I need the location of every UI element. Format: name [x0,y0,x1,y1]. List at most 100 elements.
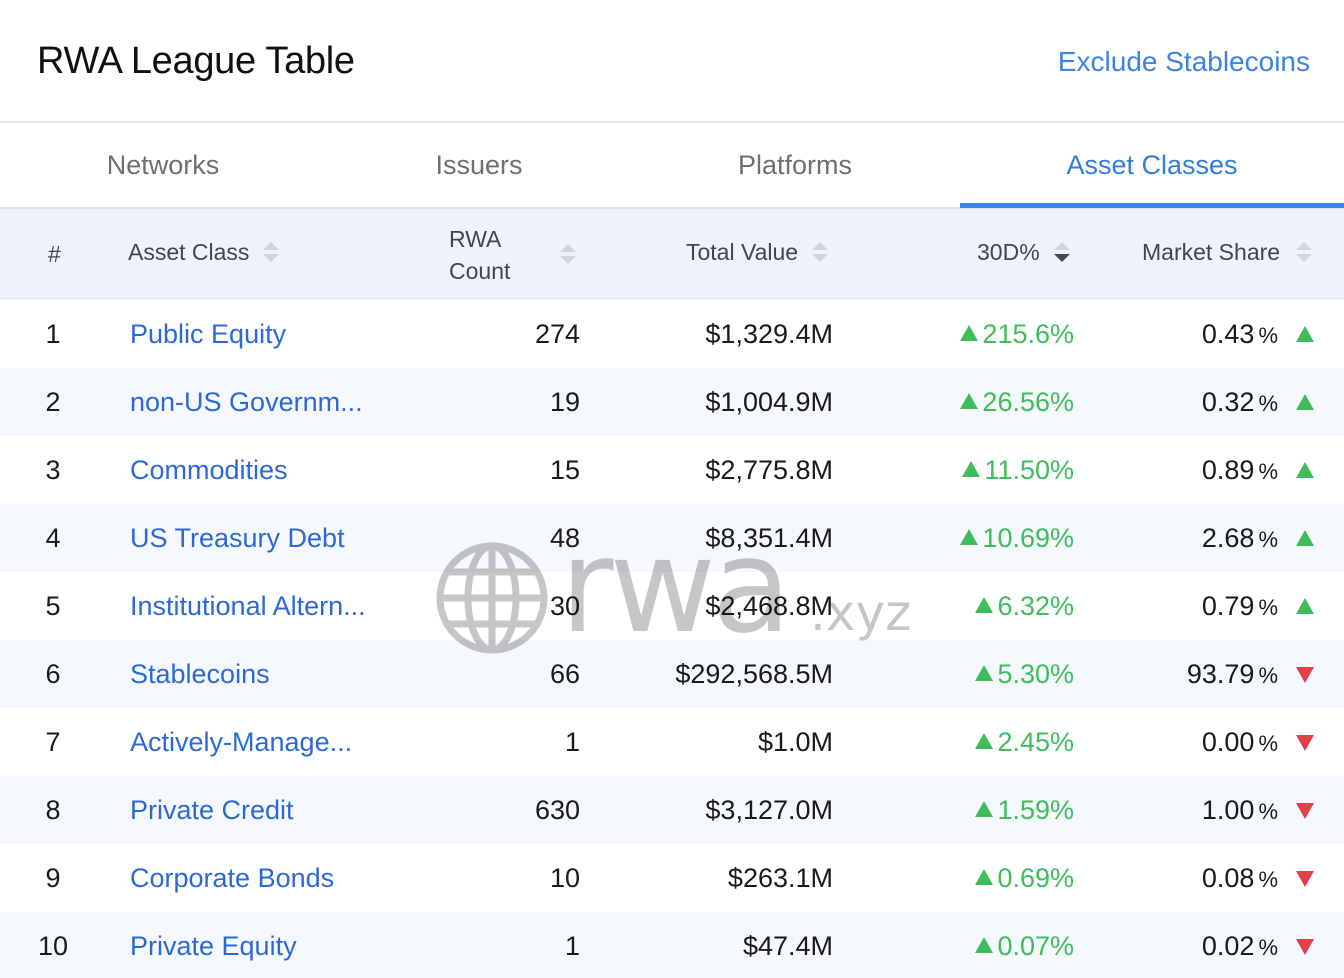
percent-sign: % [1258,391,1278,416]
rwa-count-cell: 1 [564,931,580,961]
market-share-value: 93.79 [1186,659,1255,689]
table-row[interactable]: 9 Corporate Bonds 10 $263.1M 0.69% 0.08% [0,844,1344,912]
tab-networks[interactable]: Networks [106,150,220,180]
share-trend-cell [1296,572,1316,640]
total-value-cell: $292,568.5M [675,659,833,689]
rwa-count-cell: 19 [549,387,580,417]
table-row[interactable]: 6 Stablecoins 66 $292,568.5M 5.30% 93.79% [0,640,1344,708]
market-share-cell: 2.68% [1090,504,1278,572]
market-share-value: 0.32 [1201,387,1255,417]
table-row[interactable]: 4 US Treasury Debt 48 $8,351.4M 10.69% 2.68% [0,504,1344,572]
market-share-value: 2.68 [1201,523,1255,553]
tab-platforms[interactable]: Platforms [737,150,853,180]
triangle-up-icon [975,665,994,681]
change-30d-cell: 215.6% [880,300,1074,368]
total-value-cell: $8,351.4M [705,523,833,553]
table-row[interactable]: 3 Commodities 15 $2,775.8M 11.50% 0.89% [0,436,1344,504]
asset-class-link[interactable]: US Treasury Debt [130,523,345,553]
percent-sign: % [1258,731,1278,756]
asset-class-link[interactable]: non-US Governm... [130,387,363,417]
total-value-cell: $3,127.0M [705,795,833,825]
asset-class-link[interactable]: Institutional Altern... [130,591,366,621]
market-share-cell: 0.43% [1090,300,1278,368]
table-row[interactable]: 5 Institutional Altern... 30 $2,468.8M 6.32%… [0,572,1344,640]
column-header-market-share[interactable]: Market Share [1142,239,1313,266]
column-header-total-value[interactable]: Total Value [686,239,829,266]
active-tab-indicator [960,203,1344,208]
share-trend-cell [1296,912,1316,978]
column-header-label: Market Share [1142,239,1281,265]
percent-sign: % [1258,663,1278,688]
percent-sign: % [1258,935,1278,960]
change-30d-value: 10.69% [982,523,1074,553]
sort-icon[interactable] [1296,241,1313,264]
asset-class-link[interactable]: Actively-Manage... [130,727,353,757]
asset-class-link[interactable]: Corporate Bonds [130,863,335,893]
column-header-label: RWA [449,226,502,252]
share-trend-cell [1296,436,1316,504]
market-share-cell: 93.79% [1090,640,1278,708]
change-30d-value: 11.50% [984,455,1074,485]
total-value-cell: $47.4M [742,931,833,961]
trend-down-icon [1296,871,1314,887]
market-share-value: 1.00 [1201,795,1255,825]
market-share-cell: 0.00% [1090,708,1278,776]
change-30d-value: 5.30% [997,659,1074,689]
share-trend-cell [1296,640,1316,708]
column-header-label: Count [449,258,511,284]
change-30d-cell: 2.45% [880,708,1074,776]
sort-icon[interactable] [560,244,577,266]
table-row[interactable]: 8 Private Credit 630 $3,127.0M 1.59% 1.00% [0,776,1344,844]
trend-up-icon [1296,394,1314,410]
table-body: 1 Public Equity 274 $1,329.4M 215.6% 0.43% 2 no… [0,300,1344,978]
tab-asset-classes[interactable]: Asset Classes [1066,150,1238,180]
table-row[interactable]: 2 non-US Governm... 19 $1,004.9M 26.56% 0.32% [0,368,1344,436]
change-30d-cell: 5.30% [880,640,1074,708]
column-header-rwa-count[interactable]: RWA Count [449,223,577,287]
triangle-up-icon [960,529,979,545]
total-value-cell: $2,775.8M [705,455,833,485]
column-header-30d[interactable]: 30D% [977,239,1070,266]
triangle-up-icon [960,325,979,341]
trend-down-icon [1296,939,1314,955]
sort-icon[interactable] [812,241,829,264]
tab-issuers[interactable]: Issuers [435,150,523,180]
market-share-cell: 0.79% [1090,572,1278,640]
change-30d-value: 2.45% [997,727,1074,757]
trend-down-icon [1296,735,1314,751]
asset-class-link[interactable]: Commodities [130,455,288,485]
share-trend-cell [1296,776,1316,844]
share-trend-cell [1296,368,1316,436]
asset-class-link[interactable]: Public Equity [130,319,287,349]
change-30d-cell: 11.50% [880,436,1074,504]
rank-cell: 5 [45,591,61,621]
percent-sign: % [1258,527,1278,552]
asset-class-link[interactable]: Private Equity [130,931,297,961]
table-row[interactable]: 1 Public Equity 274 $1,329.4M 215.6% 0.43% [0,300,1344,368]
percent-sign: % [1258,323,1278,348]
column-header-label: Total Value [686,239,799,265]
share-trend-cell [1296,844,1316,912]
rwa-count-cell: 48 [549,523,580,553]
sort-icon[interactable] [263,241,280,264]
column-header-asset-class[interactable]: Asset Class [128,239,280,266]
trend-up-icon [1296,530,1314,546]
sort-desc-icon[interactable] [1053,241,1070,264]
change-30d-cell: 26.56% [880,368,1074,436]
change-30d-value: 6.32% [997,591,1074,621]
asset-class-link[interactable]: Private Credit [130,795,294,825]
market-share-cell: 1.00% [1090,776,1278,844]
trend-down-icon [1296,803,1314,819]
rank-cell: 4 [45,523,61,553]
market-share-cell: 0.32% [1090,368,1278,436]
table-row[interactable]: 10 Private Equity 1 $47.4M 0.07% 0.02% [0,912,1344,978]
triangle-up-icon [960,393,979,409]
asset-class-link[interactable]: Stablecoins [130,659,270,689]
rwa-count-cell: 630 [534,795,580,825]
table-row[interactable]: 7 Actively-Manage... 1 $1.0M 2.45% 0.00% [0,708,1344,776]
change-30d-cell: 0.69% [880,844,1074,912]
triangle-up-icon [975,801,994,817]
exclude-stablecoins-link[interactable]: Exclude Stablecoins [1057,46,1310,77]
rwa-count-cell: 66 [549,659,580,689]
table-header: # Asset Class RWA Count Total Value 30D%… [0,209,1344,299]
